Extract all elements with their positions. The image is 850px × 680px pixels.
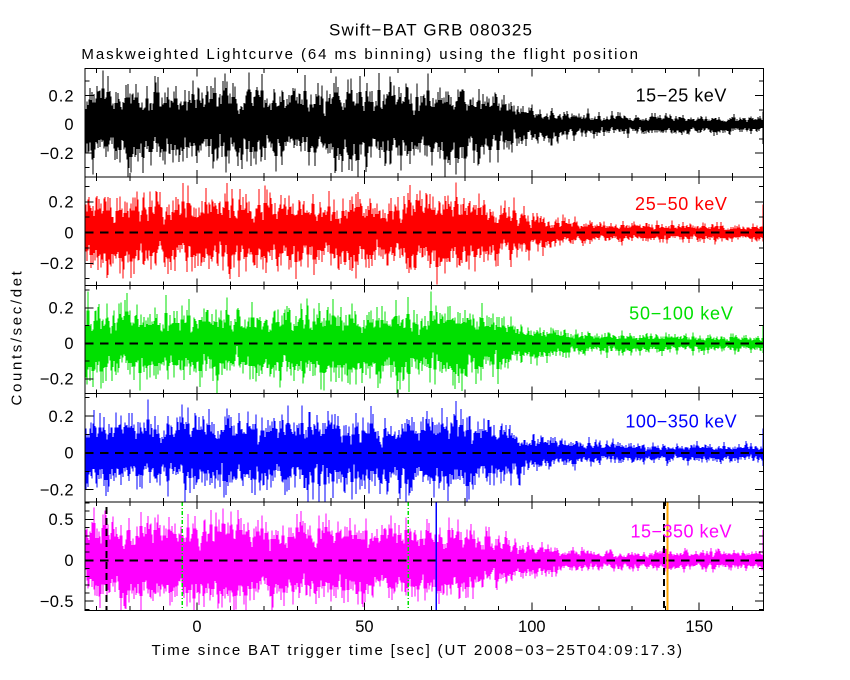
svg-text:0.5: 0.5 (49, 511, 74, 529)
svg-text:100: 100 (518, 618, 546, 636)
svg-text:−0.2: −0.2 (40, 255, 74, 273)
svg-text:0: 0 (64, 552, 73, 570)
svg-text:Time since BAT trigger time [s: Time since BAT trigger time [sec] (UT 20… (152, 642, 682, 659)
svg-text:25−50 keV: 25−50 keV (635, 194, 727, 214)
svg-text:0: 0 (64, 445, 73, 463)
svg-text:−0.2: −0.2 (40, 145, 74, 163)
svg-text:50−100 keV: 50−100 keV (629, 303, 733, 323)
svg-text:100−350 keV: 100−350 keV (625, 412, 736, 432)
svg-text:−0.5: −0.5 (40, 593, 74, 611)
svg-text:0: 0 (64, 116, 73, 134)
svg-text:Maskweighted Lightcurve (64 ms: Maskweighted Lightcurve (64 ms binning) … (81, 46, 638, 63)
svg-text:0.2: 0.2 (49, 194, 74, 212)
svg-text:50: 50 (355, 618, 373, 636)
svg-text:0: 0 (192, 618, 201, 636)
svg-text:15−350 keV: 15−350 keV (631, 521, 732, 541)
svg-text:Swift−BAT GRB 080325: Swift−BAT GRB 080325 (329, 21, 532, 40)
svg-text:−0.2: −0.2 (40, 482, 74, 500)
svg-text:0: 0 (64, 224, 73, 242)
svg-text:−0.2: −0.2 (40, 371, 74, 389)
svg-text:15−25 keV: 15−25 keV (636, 86, 727, 106)
svg-text:0.2: 0.2 (49, 408, 74, 426)
svg-text:0.2: 0.2 (49, 300, 74, 318)
svg-text:150: 150 (685, 618, 713, 636)
svg-text:0.2: 0.2 (49, 87, 74, 105)
svg-text:0: 0 (64, 335, 73, 353)
